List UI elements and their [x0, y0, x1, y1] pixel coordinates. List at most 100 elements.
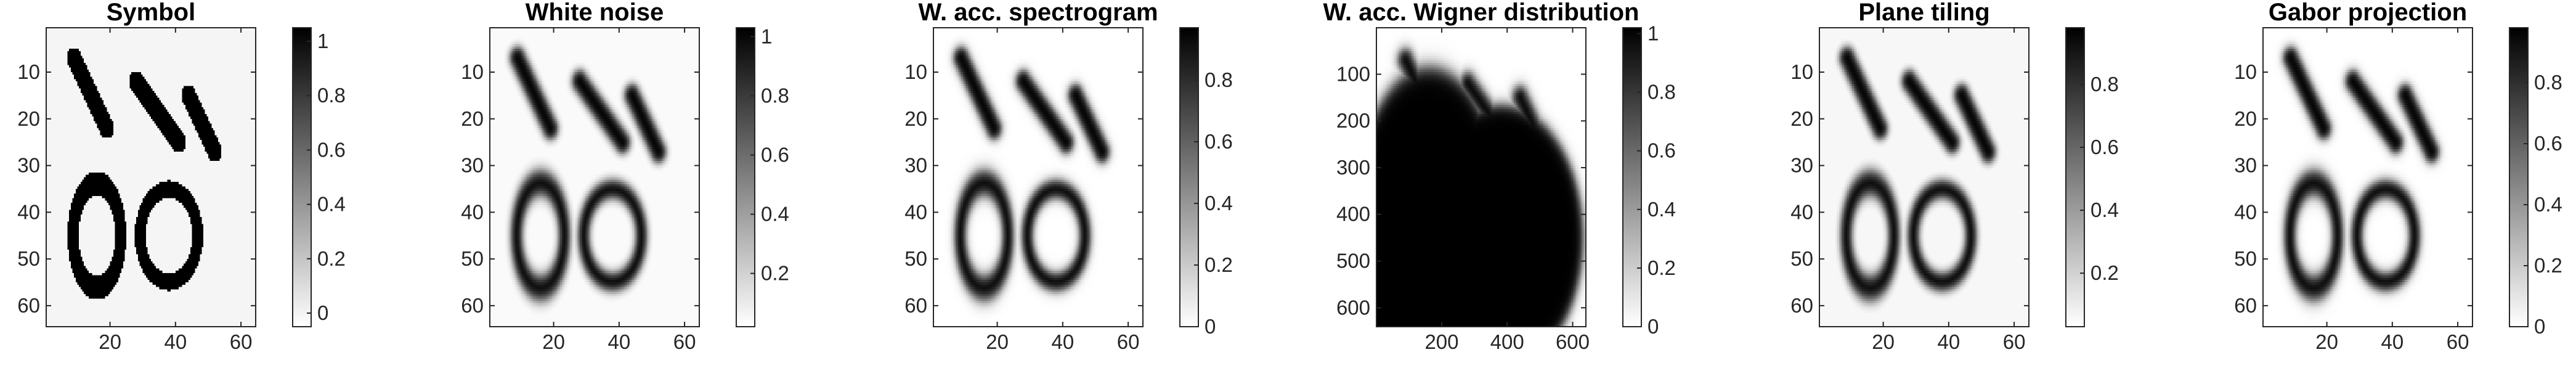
heatmap-image	[490, 28, 699, 327]
panel-title: White noise	[526, 0, 664, 26]
x-tick-label: 40	[1051, 330, 1074, 353]
y-tick-label: 200	[1336, 109, 1370, 132]
x-tick-label: 400	[1490, 330, 1524, 353]
x-tick-label: 20	[2315, 330, 2338, 353]
colorbar-tick-label: 0.4	[1648, 198, 1676, 221]
heatmap-image	[933, 28, 1143, 327]
panel-1: Symbol 20 40 60 10 20 30 40 50 60 0 0.2 0.4 0.6 0.8 1	[17, 0, 346, 353]
panel-title: Plane tiling	[1858, 0, 1989, 26]
x-tick-label: 20	[986, 330, 1009, 353]
panel-3: W. acc. spectrogram 20 40 60 10 20 30 40 50 60 0 0.…	[904, 0, 1233, 353]
y-tick-label: 60	[1790, 294, 1813, 317]
y-tick-label: 40	[2234, 200, 2257, 223]
x-tick-label: 60	[2447, 330, 2469, 353]
y-tick-label: 20	[1790, 107, 1813, 130]
colorbar-gradient	[293, 28, 311, 327]
colorbar-tick-label: 1	[761, 25, 772, 47]
colorbar-tick-label: 0	[1205, 315, 1216, 338]
y-tick-label: 50	[1790, 247, 1813, 270]
colorbar-tick-label: 0	[1648, 315, 1659, 338]
panel-2: White noise 20 40 60 10 20 30 40 50 60 0.2 0.4 0.6 0.…	[461, 0, 789, 353]
colorbar-tick-label: 0	[2534, 315, 2545, 338]
y-tick-label: 500	[1336, 250, 1370, 272]
y-tick-label: 50	[461, 247, 484, 270]
y-tick-label: 40	[17, 200, 40, 223]
x-tick-label: 600	[1556, 330, 1590, 353]
y-tick-label: 400	[1336, 203, 1370, 226]
y-tick-label: 60	[17, 294, 40, 317]
x-tick-label: 40	[164, 330, 187, 353]
heatmap-image	[2263, 28, 2472, 327]
y-tick-label: 30	[1790, 154, 1813, 177]
colorbar-tick-label: 0.2	[317, 247, 346, 270]
colorbar-tick-label: 0.4	[1205, 192, 1233, 215]
x-tick-label: 20	[542, 330, 565, 353]
y-tick-label: 10	[17, 60, 40, 83]
axes-box	[46, 27, 256, 327]
colorbar-tick-label: 0.6	[317, 138, 346, 161]
colorbar-tick-label: 0.8	[761, 84, 789, 107]
x-tick-label: 60	[2003, 330, 2026, 353]
y-tick-label: 30	[2234, 154, 2257, 177]
y-tick-label: 40	[461, 200, 484, 223]
heatmap-image	[1819, 28, 2029, 327]
colorbar-tick-label: 0.8	[1648, 81, 1676, 104]
y-tick-label: 20	[17, 107, 40, 130]
colorbar-tick-label: 1	[1648, 22, 1659, 45]
y-tick-label: 60	[904, 294, 927, 317]
colorbar-tick-label: 0.6	[1648, 139, 1676, 162]
colorbar-gradient	[2066, 28, 2084, 327]
colorbar-tick-label: 0.2	[1205, 253, 1233, 276]
axes-box	[489, 27, 700, 327]
y-tick-label: 300	[1336, 156, 1370, 179]
axes-box	[1376, 27, 1587, 327]
colorbar-box	[2509, 27, 2529, 327]
y-tick-label: 20	[2234, 107, 2257, 130]
colorbar-tick-label: 0.2	[2090, 261, 2119, 284]
axes-box	[933, 27, 1144, 327]
colorbar-tick-label: 0.8	[2090, 73, 2119, 96]
colorbar-tick-label: 0.6	[2090, 136, 2119, 158]
heatmap-image	[1376, 28, 1586, 327]
x-tick-label: 20	[99, 330, 121, 353]
y-tick-label: 10	[461, 60, 484, 83]
colorbar-tick-label: 0.8	[1205, 68, 1233, 91]
heatmap-image	[46, 28, 256, 327]
colorbar-gradient	[736, 28, 755, 327]
panel-5: Plane tiling 20 40 60 10 20 30 40 50 60 0.2 0.4 0.6 0…	[1790, 0, 2119, 353]
y-tick-label: 40	[904, 200, 927, 223]
colorbar-tick-label: 0.6	[761, 143, 789, 166]
x-tick-label: 20	[1872, 330, 1895, 353]
panel-title: Gabor projection	[2269, 0, 2467, 26]
y-tick-label: 100	[1336, 62, 1370, 85]
colorbar-gradient	[1180, 28, 1198, 327]
colorbar-box	[1179, 27, 1199, 327]
colorbar-tick-label: 0	[317, 301, 328, 324]
panel-title: Symbol	[107, 0, 195, 26]
x-tick-label: 40	[2381, 330, 2403, 353]
y-tick-label: 30	[17, 154, 40, 177]
panel-6: Gabor projection 20 40 60 10 20 30 40 50 60 0 0.2 0.…	[2234, 0, 2562, 353]
colorbar-box	[292, 27, 312, 327]
y-tick-label: 40	[1790, 200, 1813, 223]
colorbar-tick-label: 0.2	[2534, 254, 2562, 277]
colorbar-box	[1622, 27, 1642, 327]
colorbar-tick-label: 0.4	[317, 193, 346, 216]
colorbar-box	[2065, 27, 2085, 327]
axes-box	[1819, 27, 2030, 327]
x-tick-label: 60	[230, 330, 253, 353]
colorbar-gradient	[1623, 28, 1641, 327]
panel-title: W. acc. Wigner distribution	[1323, 0, 1639, 26]
y-tick-label: 20	[461, 107, 484, 130]
colorbar-tick-label: 0.4	[2090, 198, 2119, 221]
y-tick-label: 60	[461, 294, 484, 317]
colorbar-tick-label: 0.8	[317, 84, 346, 107]
colorbar-tick-label: 0.2	[761, 262, 789, 285]
colorbar-tick-label: 1	[317, 30, 328, 52]
x-tick-label: 60	[1117, 330, 1140, 353]
y-tick-label: 30	[904, 154, 927, 177]
y-tick-label: 20	[904, 107, 927, 130]
colorbar-tick-label: 0.4	[2534, 193, 2562, 216]
